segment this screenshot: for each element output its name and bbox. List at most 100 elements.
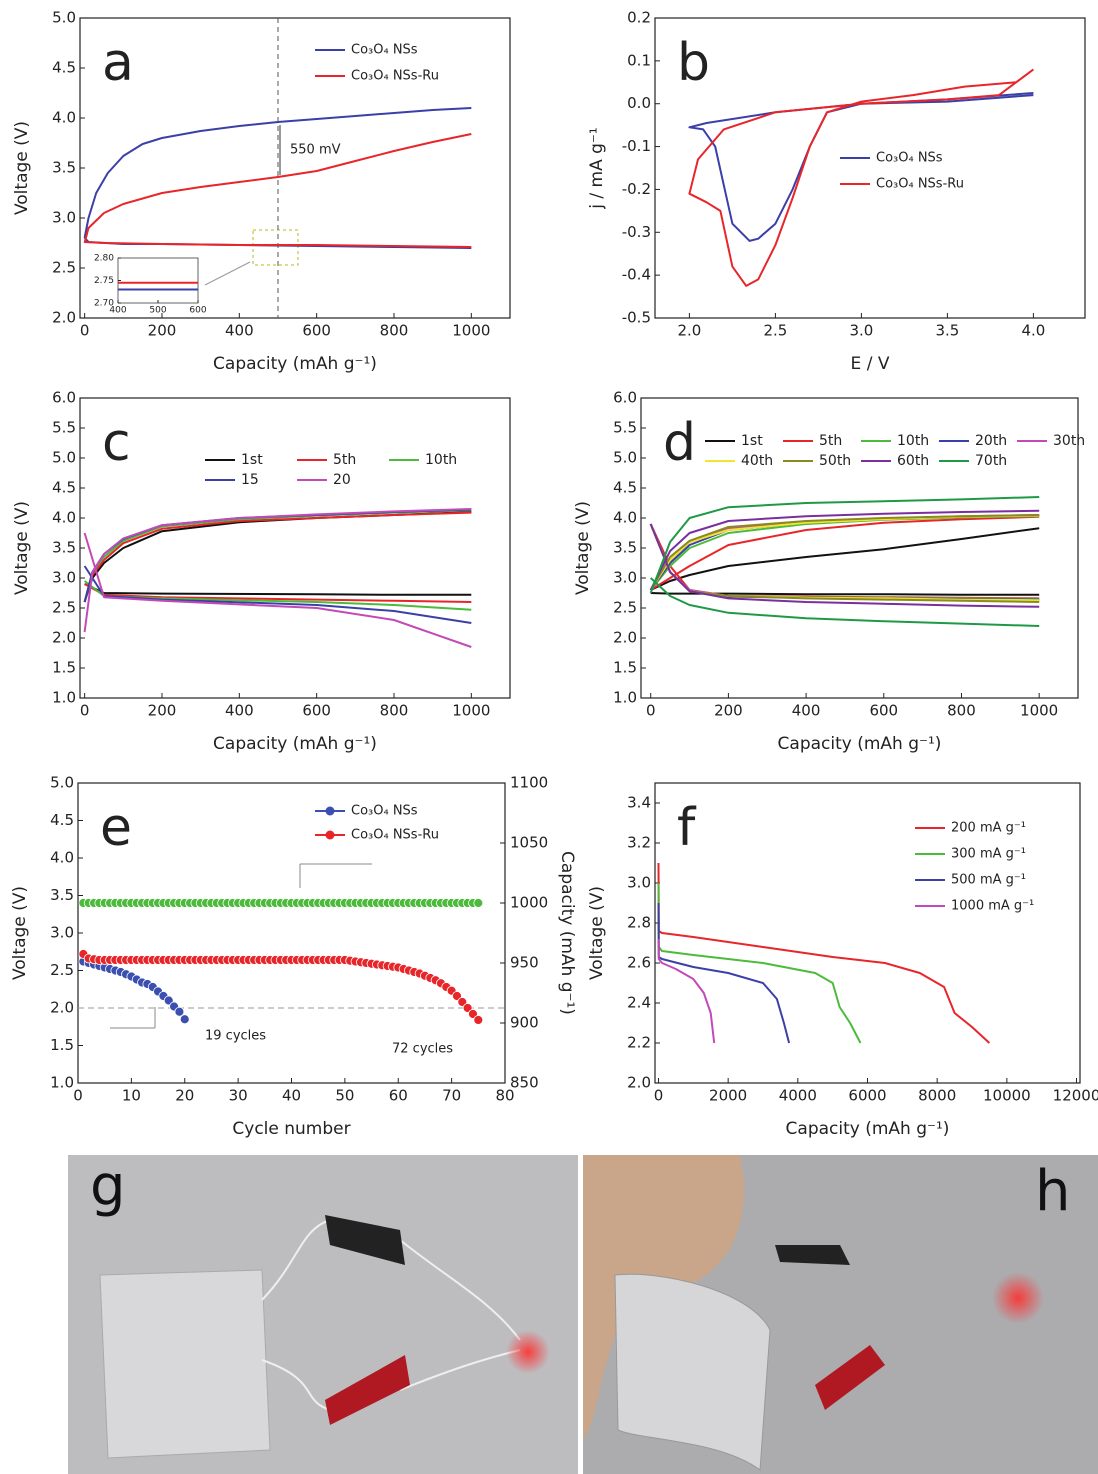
y-tick-label: 3.5 [52,159,76,177]
y-tick-label: 6.0 [613,389,637,407]
x-tick-label: 400 [792,702,821,720]
series-line [657,938,716,1044]
y2-tick-label: 1000 [510,894,548,912]
x-axis-label: E / V [851,354,890,374]
y-tick-label: 3.4 [627,794,651,812]
panel-label: b [677,33,710,93]
legend-label: 20th [975,433,1007,449]
wires [261,1219,521,1411]
series-line [650,527,1040,596]
led [506,1330,550,1374]
y-tick-label: -0.2 [622,180,651,198]
black-clip [325,1215,405,1265]
x-tick-label: 1000 [452,702,490,720]
x-tick-label: 50 [335,1087,354,1105]
photo-label: h [1035,1159,1071,1224]
y-tick-label: 4.5 [613,479,637,497]
x-tick-label: 20 [175,1087,194,1105]
panel-label: f [677,798,697,858]
y2-axis-label: Capacity (mAh g⁻¹) [557,851,577,1015]
y-tick-label: 1.5 [52,659,76,677]
series-line [649,514,1040,602]
series-line [83,511,472,603]
plot-frame [654,17,1086,319]
y-tick-label: 5.5 [613,419,637,437]
x-tick-label: 400 [225,322,254,340]
photo-g: g [68,1154,578,1474]
photo-h: h [583,1155,1098,1474]
y-tick-label: 0.1 [627,51,651,69]
y-tick-label: 4.0 [50,849,74,867]
y-tick-label: 2.4 [627,994,651,1012]
legend-label: 5th [819,433,842,449]
x-tick-label: 600 [302,702,331,720]
y-tick-label: 4.5 [50,811,74,829]
legend-label: 1st [741,433,763,449]
y-tick-label: 3.2 [627,834,651,852]
x-tick-label: 70 [442,1087,461,1105]
series-line [649,496,1040,627]
x-tick-label: 1000 [452,322,490,340]
x-tick-label: 0 [73,1087,83,1105]
legend-label: Co₃O₄ NSs-Ru [351,69,439,84]
x-tick-label: 1000 [1020,702,1058,720]
battery-foil [99,1269,271,1459]
legend-marker [325,806,335,816]
x-tick-label: 600 [302,322,331,340]
plot-frame [640,397,1079,699]
x-tick-label: 0 [646,702,656,720]
annotation: 72 cycles [392,1042,453,1057]
legend-label: 50th [819,453,851,469]
y-axis-label: Voltage (V) [12,501,32,595]
y-tick-label: 0.0 [627,94,651,112]
legend-label: 30th [1053,433,1085,449]
series-line [83,508,472,648]
series-line [657,862,991,1044]
y-tick-label: 2.8 [627,914,651,932]
y-tick-label: 2.5 [613,599,637,617]
series-line [649,515,1040,600]
x-tick-label: 10000 [983,1087,1031,1105]
plot-frame [117,257,199,304]
y-axis-label: Voltage (V) [12,121,32,215]
x-axis-label: Cycle number [232,1119,350,1139]
x-tick-label: 3.0 [849,322,873,340]
red-clip [815,1345,885,1410]
data-point [179,1014,190,1025]
y-tick-label: 2.0 [627,1074,651,1092]
legend-label: 20 [333,472,351,488]
x-axis-label: Capacity (mAh g⁻¹) [213,354,377,374]
x-tick-label: 500 [149,306,166,316]
photo-label: g [90,1154,126,1219]
y-tick-label: 2.5 [52,259,76,277]
y-tick-label: 4.0 [52,109,76,127]
legend-label: 40th [741,453,773,469]
x-tick-label: 40 [282,1087,301,1105]
y-tick-label: 2.2 [627,1034,651,1052]
y-tick-label: -0.3 [622,223,651,241]
y-tick-label: 3.5 [613,539,637,557]
x-tick-label: 800 [380,322,409,340]
battery-foil [614,1273,771,1471]
series-line [649,514,1040,601]
y-axis-label: Voltage (V) [573,501,593,595]
y-tick-label: 2.0 [50,999,74,1017]
series-line [83,133,472,248]
y2-tick-label: 900 [510,1014,539,1032]
legend-label: 300 mA g⁻¹ [951,847,1026,862]
panel-label: c [102,413,131,473]
x-tick-label: 80 [495,1087,514,1105]
y-tick-label: 3.5 [52,539,76,557]
y-tick-label: 1.0 [50,1074,74,1092]
y-tick-label: 2.70 [94,299,114,309]
panel-label: a [102,33,134,93]
x-tick-label: 3.5 [935,322,959,340]
y-tick-label: 5.5 [52,419,76,437]
series-line [688,92,1034,242]
y-tick-label: 4.5 [52,59,76,77]
y-tick-label: 1.5 [613,659,637,677]
legend-label: Co₃O₄ NSs [351,804,418,819]
zoom-arrow [204,261,251,286]
